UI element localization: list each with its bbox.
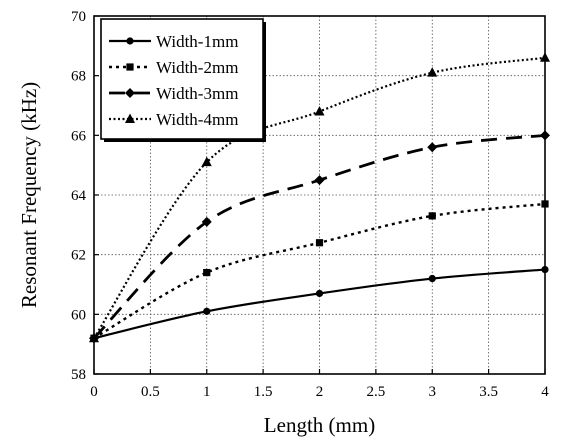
x-tick-label: 2.5 [367,384,386,400]
y-tick-label: 68 [71,69,86,85]
legend-label: Width-2mm [156,58,238,77]
y-tick-label: 62 [71,248,86,264]
data-point [427,142,438,153]
series-4 [89,52,550,343]
x-tick-label: 3 [429,384,437,400]
x-tick-label: 3.5 [479,384,498,400]
x-axis-title: Length (mm) [264,413,375,437]
legend-marker [125,88,135,98]
data-point [314,105,325,116]
legend-label: Width-1mm [156,32,238,51]
data-point [427,67,438,77]
series-line [92,133,546,340]
legend-label: Width-3mm [156,84,238,103]
ticks: 0 0.5 1 1.5 2 2.5 3 3.5 4 58 60 62 64 66 68 70 [71,9,549,400]
data-point [428,274,436,283]
x-tick-label: 0.5 [141,384,160,400]
legend-label: Width-4mm [156,110,238,129]
x-tick-label: 0 [90,384,98,400]
legend-marker [126,37,134,45]
legend-marker [125,113,135,123]
series-line [93,56,546,339]
data-point [428,212,436,220]
legend: Width-1mm Width-2mm Width-3mm Width-4mm [100,18,266,142]
legend-marker [126,63,134,71]
data-point [201,216,212,227]
y-tick-label: 58 [71,367,86,383]
data-point [201,156,212,167]
y-tick-label: 66 [71,128,87,144]
data-point [315,239,324,247]
data-point [203,307,211,315]
x-tick-label: 1.5 [254,384,273,400]
data-point [314,175,325,186]
y-tick-label: 60 [71,307,86,323]
x-tick-label: 2 [316,384,324,400]
data-point [315,289,324,298]
data-point [203,268,211,277]
y-axis-title: Resonant Frequency (kHz) [17,82,41,308]
x-tick-label: 4 [541,384,549,400]
y-tick-label: 70 [71,9,86,25]
y-tick-label: 64 [71,188,87,204]
x-tick-label: 1 [203,384,211,400]
